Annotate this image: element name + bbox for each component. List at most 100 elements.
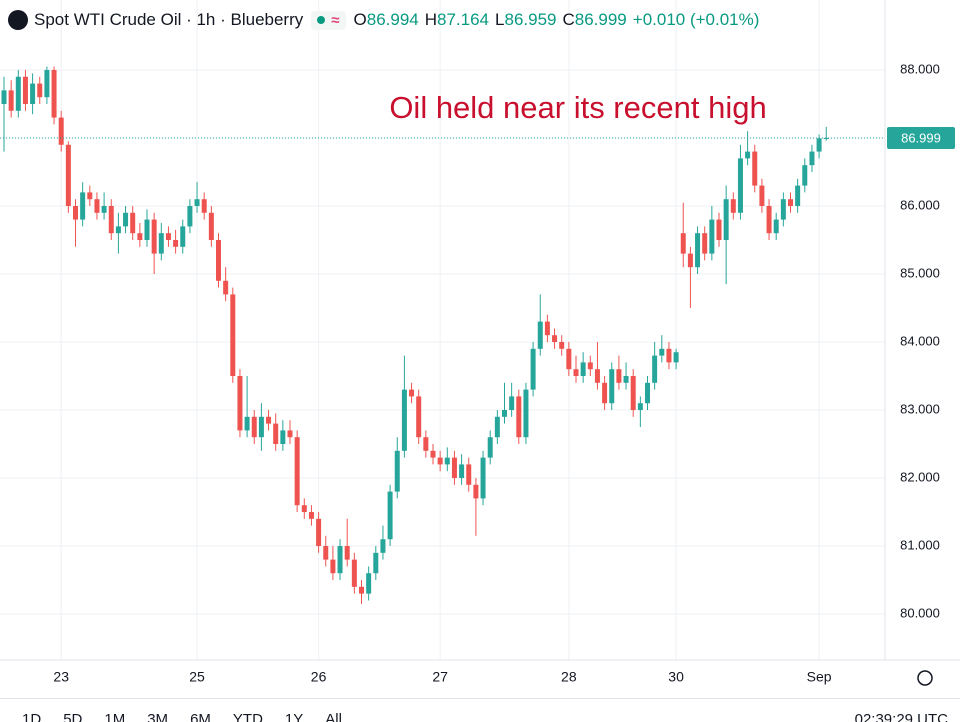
range-button[interactable]: YTD: [232, 711, 263, 722]
candle-body: [137, 233, 143, 240]
candle-body: [223, 280, 229, 295]
candle-body: [401, 389, 407, 451]
candle-body: [552, 335, 558, 343]
chart-title: Spot WTI Crude Oil · 1h · Blueberry: [34, 10, 304, 29]
status-badge: ≈: [311, 10, 346, 30]
candle-body: [194, 199, 200, 206]
range-button[interactable]: 1Y: [284, 711, 304, 722]
candle-body: [695, 233, 701, 268]
chart: 80.000 81.000 82.000 83.000 84.000 85.000 86.0…: [0, 0, 960, 686]
candle-body: [280, 430, 286, 445]
candle-body: [609, 369, 615, 404]
candle-body: [573, 369, 579, 377]
y-tick-label: 84.000: [900, 333, 940, 348]
candle-body: [337, 546, 343, 574]
candle-body: [37, 83, 43, 98]
candle-body: [366, 573, 372, 594]
y-tick-label: 81.000: [900, 537, 940, 552]
y-tick-label: 86.000: [900, 197, 940, 212]
range-buttons: 1D 5D 1M 3M 6M YTD 1Y All: [0, 711, 342, 722]
candle-body: [201, 199, 207, 213]
x-tick-label: 25: [189, 669, 205, 685]
candle-body: [780, 199, 786, 220]
candle-body: [180, 226, 186, 247]
candle-body: [387, 491, 393, 540]
candle-body: [737, 158, 743, 213]
candle-body: [308, 512, 314, 519]
range-button[interactable]: 1M: [104, 711, 126, 722]
candle-body: [823, 138, 829, 140]
candle-body: [723, 199, 729, 240]
candle-body: [523, 389, 529, 438]
candle-body: [22, 76, 28, 104]
candle-body: [494, 416, 500, 438]
candle-body: [752, 151, 758, 186]
candle-body: [630, 376, 636, 411]
candle-body: [566, 348, 572, 370]
candle-body: [602, 382, 608, 404]
candle-body: [294, 437, 300, 506]
candle-body: [473, 484, 479, 499]
candle-body: [373, 552, 379, 574]
candle-body: [266, 416, 272, 424]
ohlc-value: 86.959: [504, 10, 557, 29]
ohlc-key: C: [562, 10, 575, 29]
candle-body: [87, 192, 93, 200]
candle-body: [423, 437, 429, 451]
range-button[interactable]: 1D: [22, 711, 42, 722]
candle-body: [230, 294, 236, 377]
candle-body: [487, 437, 493, 458]
range-button[interactable]: 5D: [63, 711, 83, 722]
candle-body: [416, 396, 422, 438]
candle-body: [480, 457, 486, 499]
candle-body: [237, 376, 243, 431]
y-tick-label: 83.000: [900, 401, 940, 416]
candle-body: [94, 199, 100, 213]
candle-body: [673, 352, 679, 363]
candle-body: [709, 219, 715, 254]
range-button[interactable]: All: [325, 711, 342, 722]
candle-body: [502, 410, 507, 417]
x-tick-label: Sep: [807, 669, 832, 685]
candle-body: [594, 369, 600, 383]
candle-body: [687, 253, 693, 268]
candle-body: [616, 369, 622, 383]
toolbar: 1D 5D 1M 3M 6M YTD 1Y All 02:39:29 UTC: [0, 698, 960, 722]
change-value: +0.010 (+0.01%): [632, 10, 760, 29]
candle-body: [165, 233, 171, 240]
candle-body: [451, 457, 457, 479]
range-button[interactable]: 6M: [190, 711, 211, 722]
ohlc-key: O: [353, 10, 367, 29]
candle-body: [623, 376, 629, 383]
candle-body: [323, 546, 329, 560]
candle-body: [409, 389, 415, 397]
x-tick-label: 23: [53, 669, 69, 685]
settings-icon: [917, 670, 933, 686]
last-price-label: 86.999: [901, 130, 941, 145]
candle-body: [380, 539, 386, 553]
candle-body: [101, 205, 107, 213]
y-tick-label: 85.000: [900, 265, 940, 280]
range-button[interactable]: 3M: [147, 711, 169, 722]
ohlc-key: L: [495, 10, 505, 29]
candle-body: [544, 321, 550, 336]
y-tick-label: 80.000: [900, 605, 940, 620]
candle-body: [580, 362, 586, 377]
candle-body: [208, 212, 214, 240]
candle-body: [287, 430, 293, 438]
candle-body: [108, 205, 114, 234]
candle-body: [702, 233, 708, 254]
candle-body: [187, 205, 193, 227]
candle-body: [652, 355, 658, 383]
candle-body: [666, 348, 672, 363]
candle-body: [80, 192, 86, 220]
symbol-icon: [8, 10, 28, 30]
candle-body: [173, 239, 179, 247]
ohlc-value: 86.999: [574, 10, 627, 29]
candle-body: [251, 416, 257, 438]
last-price-tag: [887, 127, 955, 150]
candle-body: [788, 199, 793, 206]
candle-body: [795, 185, 801, 206]
candle-body: [1, 90, 7, 104]
